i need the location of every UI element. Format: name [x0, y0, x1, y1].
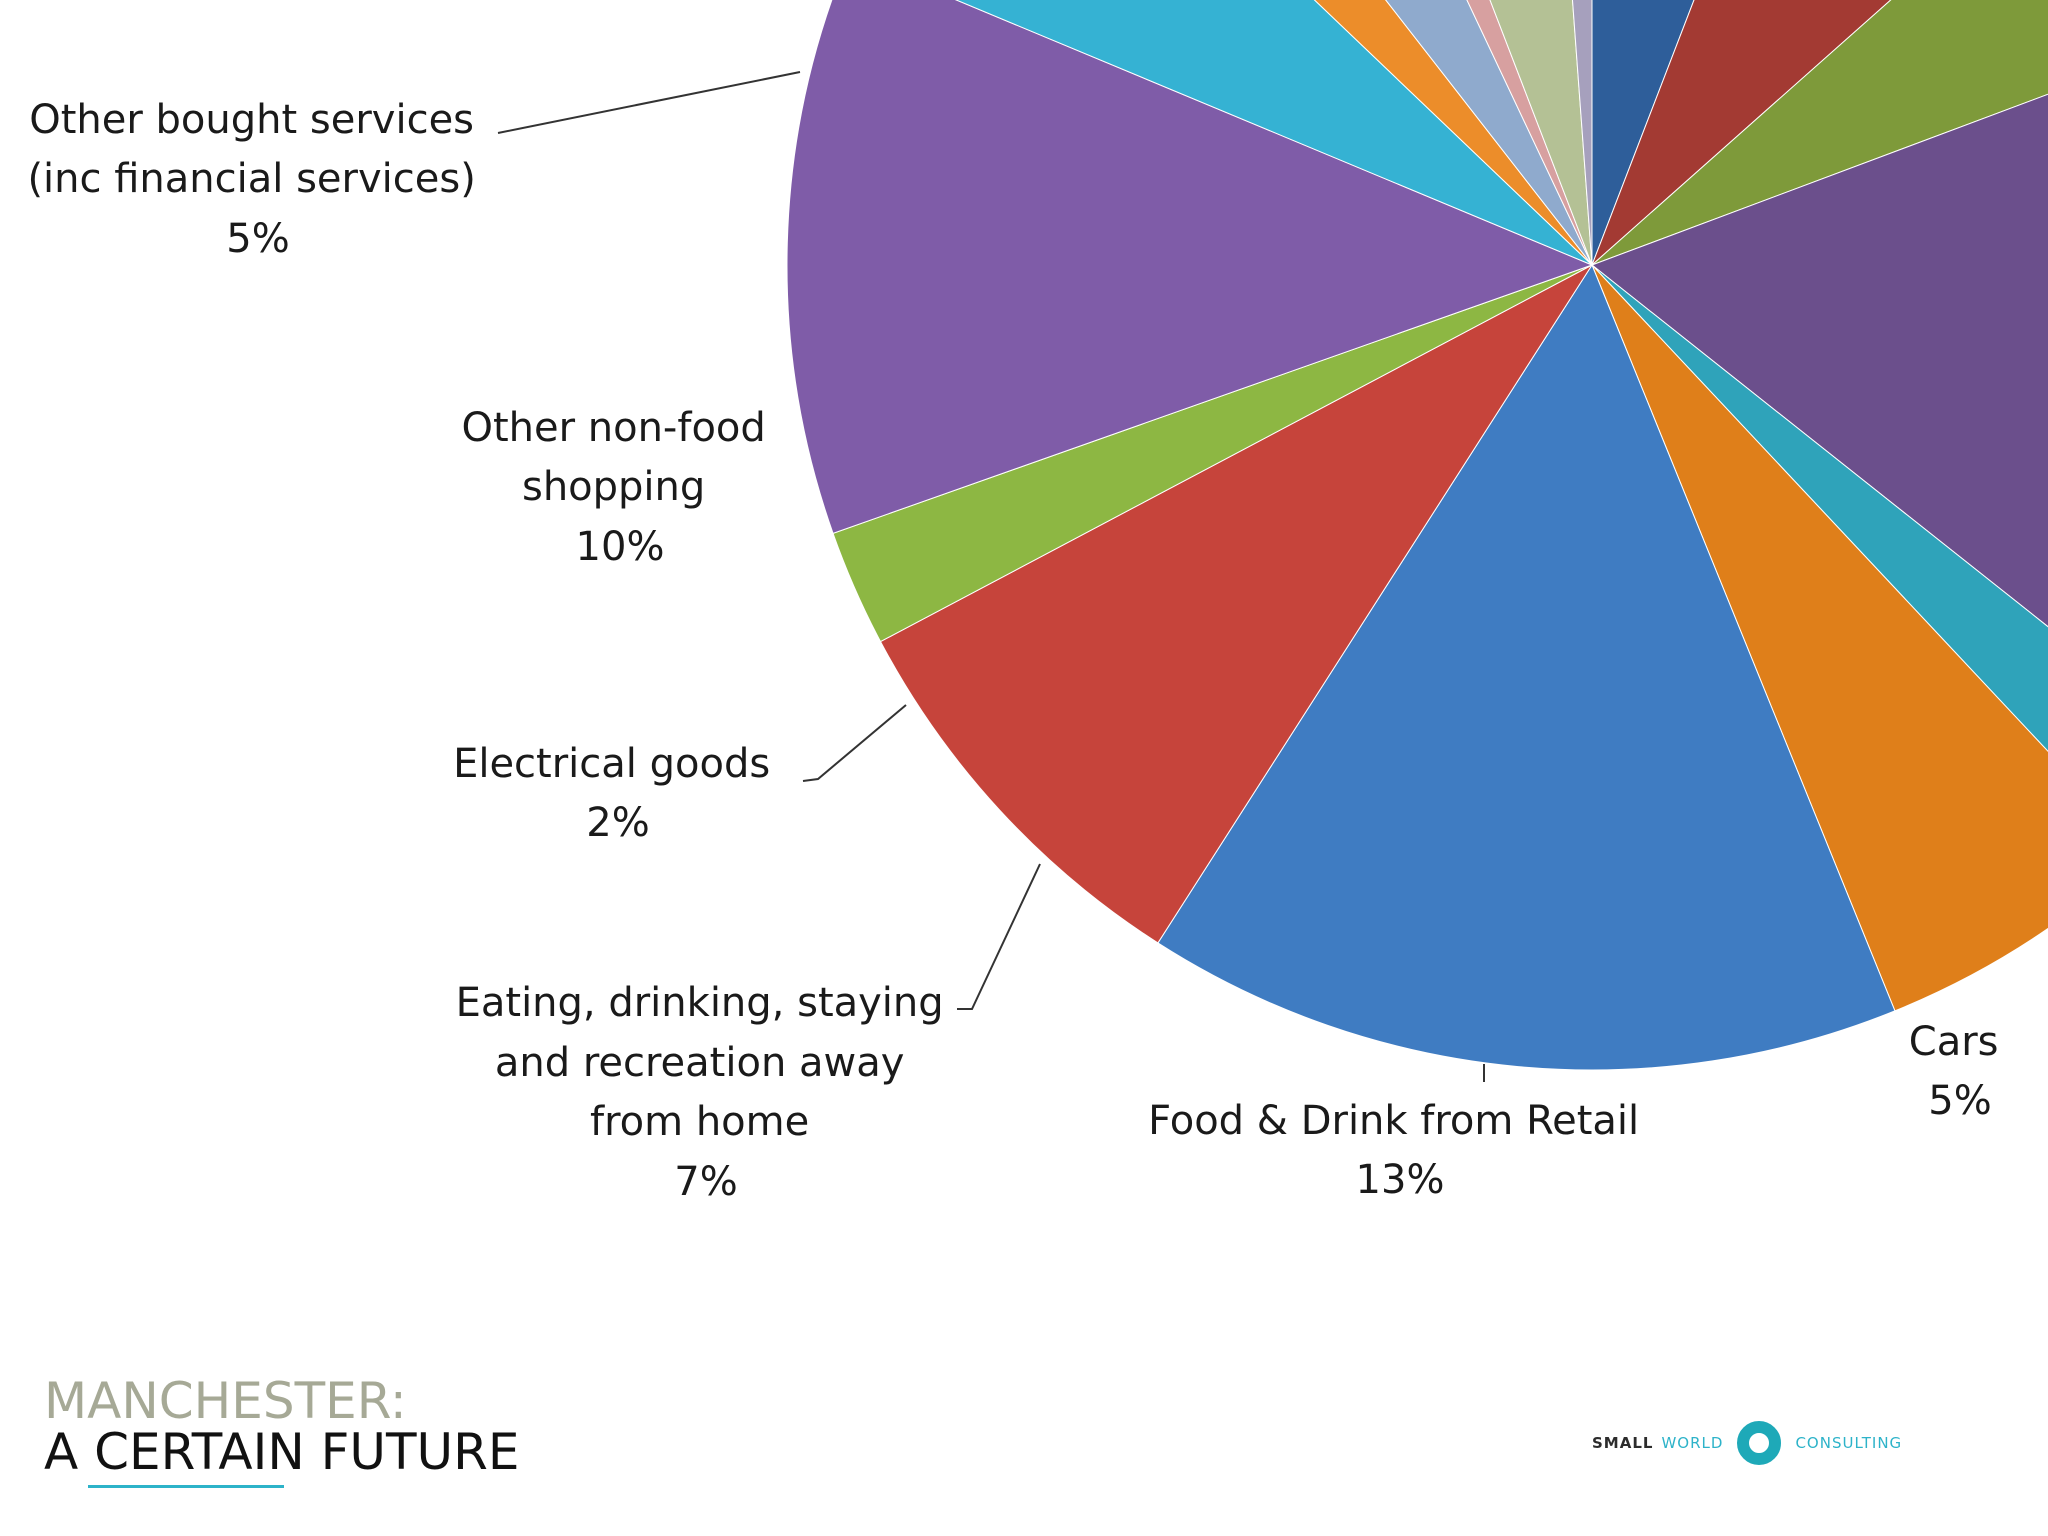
label-cars-pct: 5%	[1928, 1078, 1991, 1124]
brand-title-line2: A CERTAIN FUTURE	[44, 1423, 520, 1481]
label-electrical-goods-pct: 2%	[586, 800, 649, 846]
leader-electrical-goods	[802, 704, 907, 782]
leader-other-bought-services	[497, 71, 801, 134]
consultancy-world-text: WORLD	[1661, 1434, 1724, 1452]
pie-slice-3	[1591, 0, 2048, 266]
pie-slice-16	[1571, 0, 1593, 266]
label-electrical-goods-line1: Electrical goods	[453, 741, 770, 787]
brand-underline	[88, 1485, 284, 1488]
label-other-bought-services: Other bought services (inc financial ser…	[27, 97, 488, 262]
label-eating-drinking-pct: 7%	[674, 1159, 737, 1205]
ring-logo-icon	[1737, 1421, 1782, 1465]
leader-lines	[497, 71, 1485, 1082]
consultancy-logo: SMALL WORLD CONSULTING	[1592, 1408, 1902, 1478]
label-food-drink-pct: 13%	[1356, 1157, 1445, 1203]
pie-slice-13	[1385, 0, 1593, 266]
label-other-bought-services-line2: (inc financial services)	[27, 156, 475, 202]
pie-slice-11	[955, 0, 1593, 266]
label-other-non-food: Other non-food shopping 10%	[461, 405, 778, 570]
label-other-bought-services-line1: Other bought services	[29, 97, 474, 143]
label-other-non-food-line1: Other non-food	[461, 405, 765, 451]
label-eating-drinking-line3: from home	[590, 1099, 809, 1145]
label-other-non-food-line2: shopping	[522, 464, 705, 510]
pie-slice-8	[879, 263, 1594, 944]
brand-title-line1: MANCHESTER:	[44, 1372, 407, 1430]
pie-slice-6	[1591, 264, 2048, 1012]
label-cars: Cars 5%	[1909, 1019, 2011, 1124]
label-eating-drinking: Eating, drinking, staying and recreation…	[456, 980, 957, 1205]
pie-slices	[786, 0, 2048, 1071]
pie-slice-4	[1590, 93, 2048, 628]
label-electrical-goods: Electrical goods 2%	[453, 741, 783, 846]
pie-slice-15	[1489, 0, 1593, 266]
slice-labels: Other bought services (inc financial ser…	[27, 97, 2011, 1205]
label-cars-line1: Cars	[1909, 1019, 1999, 1065]
pie-slice-12	[1313, 0, 1593, 266]
label-food-drink-line1: Food & Drink from Retail	[1148, 1098, 1639, 1144]
consultancy-consulting-text: CONSULTING	[1795, 1434, 1903, 1452]
label-other-non-food-pct: 10%	[576, 524, 665, 570]
label-food-drink: Food & Drink from Retail 13%	[1148, 1098, 1652, 1203]
label-eating-drinking-line2: and recreation away	[495, 1040, 905, 1086]
pie-slice-10	[786, 0, 1594, 535]
label-other-bought-services-pct: 5%	[226, 216, 289, 262]
leader-eating-drinking	[957, 863, 1041, 1010]
consultancy-small-text: SMALL	[1592, 1434, 1654, 1452]
pie-slice-14	[1466, 0, 1593, 266]
pie-slice-7	[1157, 263, 1896, 1071]
label-eating-drinking-line1: Eating, drinking, staying	[456, 980, 944, 1026]
